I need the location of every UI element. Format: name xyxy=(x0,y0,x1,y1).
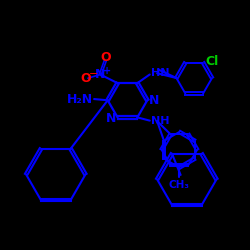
Text: H₂N: H₂N xyxy=(67,92,93,106)
Text: N: N xyxy=(149,94,159,107)
Text: N: N xyxy=(95,68,106,81)
Text: O: O xyxy=(80,72,91,85)
Text: Cl: Cl xyxy=(205,55,218,68)
Text: O: O xyxy=(100,52,110,64)
Text: HN: HN xyxy=(151,68,170,78)
Text: NH: NH xyxy=(151,116,170,126)
Text: N: N xyxy=(106,112,116,125)
Text: CH₃: CH₃ xyxy=(169,180,190,190)
Text: +: + xyxy=(104,66,112,76)
Text: −: − xyxy=(89,70,99,80)
